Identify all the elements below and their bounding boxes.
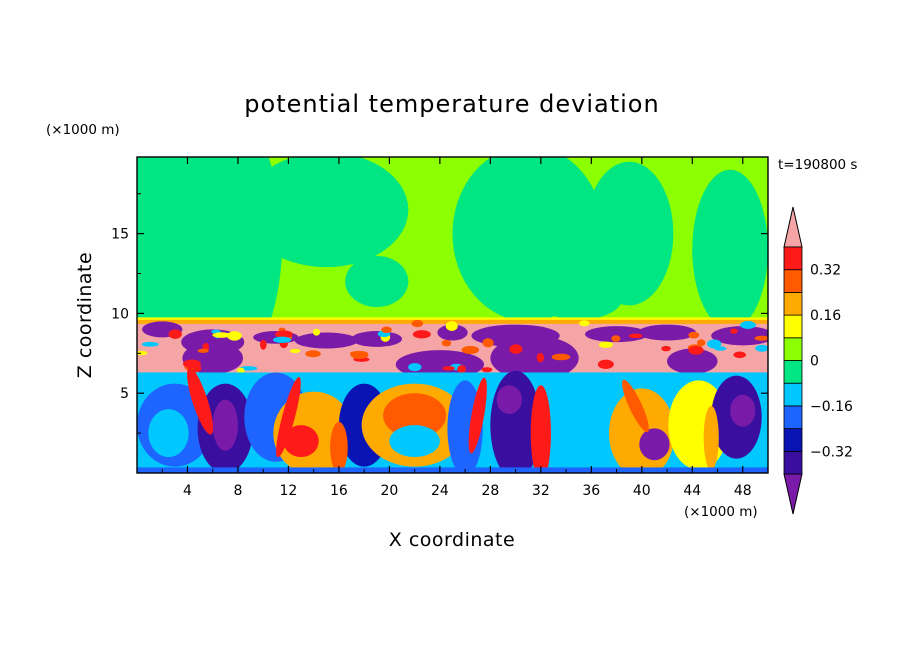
x-axis-label: X coordinate	[389, 529, 515, 551]
colorbar-band	[783, 337, 803, 361]
y-tick-label: 10	[111, 306, 129, 322]
x-tick-label: 8	[233, 483, 242, 499]
colorbar-band	[783, 382, 803, 407]
y-unit-label: (×1000 m)	[46, 122, 120, 138]
colorbar-tick-label: −0.32	[810, 444, 853, 460]
plot-frame	[136, 156, 769, 474]
x-tick-label: 40	[633, 483, 651, 499]
colorbar-tick-label: −0.16	[810, 399, 853, 415]
x-tick-label: 12	[280, 483, 298, 499]
x-tick-label: 4	[183, 483, 192, 499]
colorbar-band	[783, 269, 803, 293]
colorbar-band	[783, 360, 803, 384]
colorbar-tick-label: 0	[810, 354, 819, 370]
time-label: t=190800 s	[778, 157, 857, 173]
x-axis: 4 8 12 16 20 24 28 32 36 40 44 48	[161, 157, 752, 499]
x-tick-label: 32	[532, 483, 550, 499]
x-tick-label: 20	[380, 483, 398, 499]
colorbar-extend-bottom	[783, 473, 803, 515]
colorbar-tick-label: 0.32	[810, 263, 841, 279]
colorbar-band	[783, 405, 803, 429]
chart-title: potential temperature deviation	[244, 90, 659, 118]
colorbar-extend-top	[783, 206, 803, 248]
colorbar-band	[783, 450, 803, 475]
x-tick-label: 44	[683, 483, 701, 499]
x-unit-label: (×1000 m)	[684, 504, 758, 520]
x-tick-label: 36	[582, 483, 600, 499]
y-tick-label: 15	[111, 227, 129, 243]
colorbar-band	[783, 314, 803, 339]
y-axis: 5 10 15	[111, 193, 768, 434]
colorbar-tick-label: 0.16	[810, 308, 841, 324]
colorbar-band	[783, 428, 803, 452]
colorbar: 0.32 0.16 0 −0.16 −0.32	[783, 206, 853, 515]
x-tick-label: 48	[734, 483, 752, 499]
contour-field	[137, 157, 768, 473]
x-tick-label: 16	[330, 483, 348, 499]
y-axis-label: Z coordinate	[74, 252, 96, 378]
x-tick-label: 24	[431, 483, 449, 499]
x-tick-label: 28	[481, 483, 499, 499]
colorbar-band	[783, 291, 803, 316]
colorbar-band	[783, 246, 803, 271]
y-tick-label: 5	[120, 386, 129, 402]
